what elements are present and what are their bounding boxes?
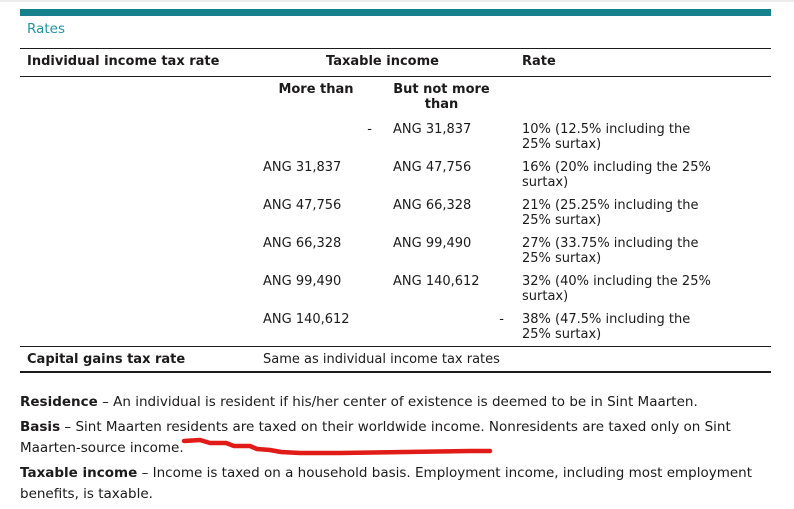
more-than-value: ANG 99,490 xyxy=(263,274,342,289)
note-text: – An individual is resident if his/her c… xyxy=(97,394,698,410)
capital-gains-value: Same as individual income tax rates xyxy=(263,352,500,367)
capital-gains-row: Capital gains tax rate Same as individua… xyxy=(20,347,771,373)
section-title: Rates xyxy=(27,21,65,37)
more-than-value: ANG 31,837 xyxy=(263,160,342,175)
table-subheader-row: More than But not more than xyxy=(20,77,771,118)
notes-section: Residence – An individual is resident if… xyxy=(20,392,774,509)
note-term: Basis xyxy=(20,419,61,435)
col-header-individual-income-tax-rate: Individual income tax rate xyxy=(27,54,220,69)
col-header-more-than: More than xyxy=(278,82,354,97)
tax-bracket-row: - ANG 31,837 10% (12.5% including the 25% … xyxy=(20,118,771,156)
note-paragraph: Residence – An individual is resident if… xyxy=(20,392,774,413)
but-not-more-value: - xyxy=(499,312,504,327)
tax-bracket-row: ANG 99,490 ANG 140,612 32% (40% including … xyxy=(20,270,771,308)
note-paragraph: Taxable income – Income is taxed on a ho… xyxy=(20,463,774,505)
note-term: Residence xyxy=(20,394,98,410)
more-than-value: ANG 140,612 xyxy=(263,312,350,327)
but-not-more-value: ANG 99,490 xyxy=(393,236,472,251)
subheader-spacer xyxy=(508,77,771,118)
more-than-value: ANG 66,328 xyxy=(263,236,342,251)
col-header-but-not-more-than: But not more than xyxy=(393,82,490,112)
rate-value: 16% (20% including the 25% surtax) xyxy=(522,160,711,190)
more-than-value: - xyxy=(367,122,372,137)
note-term: Taxable income xyxy=(20,465,138,481)
row-spacer xyxy=(20,270,257,308)
col-header-taxable-income: Taxable income xyxy=(326,54,439,69)
but-not-more-value: ANG 140,612 xyxy=(393,274,480,289)
tax-bracket-row: ANG 66,328 ANG 99,490 27% (33.75% includin… xyxy=(20,232,771,270)
rate-value: 10% (12.5% including the 25% surtax) xyxy=(522,122,691,152)
rate-value: 32% (40% including the 25% surtax) xyxy=(522,274,711,304)
col-header-rate: Rate xyxy=(522,54,556,69)
teal-divider-bar xyxy=(20,9,771,16)
tax-bracket-rows: - ANG 31,837 10% (12.5% including the 25% … xyxy=(20,118,771,347)
row-spacer xyxy=(20,156,257,194)
but-not-more-value: ANG 47,756 xyxy=(393,160,472,175)
row-spacer xyxy=(20,232,257,270)
more-than-value: ANG 47,756 xyxy=(263,198,342,213)
row-spacer xyxy=(20,308,257,346)
table-header-row: Individual income tax rate Taxable incom… xyxy=(20,49,771,77)
capital-gains-label: Capital gains tax rate xyxy=(27,352,186,367)
tax-bracket-row: ANG 47,756 ANG 66,328 21% (25.25% includin… xyxy=(20,194,771,232)
but-not-more-value: ANG 66,328 xyxy=(393,198,472,213)
tax-rates-table: Individual income tax rate Taxable incom… xyxy=(20,48,771,373)
row-spacer xyxy=(20,194,257,232)
note-paragraph: Basis – Sint Maarten residents are taxed… xyxy=(20,417,774,459)
row-spacer xyxy=(20,118,257,156)
rate-value: 27% (33.75% including the 25% surtax) xyxy=(522,236,699,266)
subheader-spacer xyxy=(20,77,257,118)
but-not-more-value: ANG 31,837 xyxy=(393,122,472,137)
tax-bracket-row: ANG 140,612 - 38% (47.5% including the 25%… xyxy=(20,308,771,346)
page-top-edge xyxy=(0,0,794,2)
tax-bracket-row: ANG 31,837 ANG 47,756 16% (20% including t… xyxy=(20,156,771,194)
rate-value: 38% (47.5% including the 25% surtax) xyxy=(522,312,691,342)
note-text: – Sint Maarten residents are taxed on th… xyxy=(20,419,731,456)
rate-value: 21% (25.25% including the 25% surtax) xyxy=(522,198,699,228)
